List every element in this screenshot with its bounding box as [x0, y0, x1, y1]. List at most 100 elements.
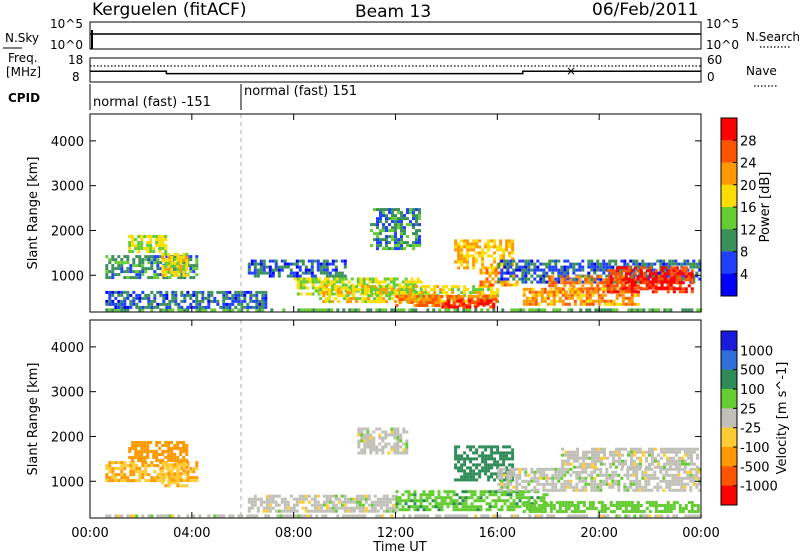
heatmap-cell [645, 286, 649, 290]
heatmap-cell [123, 261, 127, 265]
heatmap-cell [372, 442, 376, 446]
heatmap-cell [639, 462, 642, 466]
heatmap-cell [366, 430, 370, 434]
heatmap-cell [612, 453, 615, 457]
heatmap-cell [337, 288, 341, 292]
heatmap-cell [575, 473, 579, 477]
heatmap-cell [460, 457, 464, 461]
heatmap-cell [475, 448, 479, 452]
heatmap-cell [543, 501, 547, 504]
heatmap-cell [687, 308, 691, 312]
heatmap-cell [135, 305, 139, 309]
heatmap-cell [521, 490, 525, 494]
heatmap-cell [311, 283, 315, 287]
heatmap-cell [117, 290, 121, 294]
heatmap-cell [302, 280, 306, 284]
heatmap-cell [478, 454, 482, 458]
heatmap-cell [396, 448, 400, 452]
velocity-cells [105, 427, 703, 518]
heatmap-cell [623, 262, 627, 266]
heatmap-cell [402, 442, 406, 446]
heatmap-cell [126, 476, 130, 480]
heatmap-cell [318, 308, 322, 312]
heatmap-cell [259, 271, 263, 275]
heatmap-cell [633, 510, 637, 513]
heatmap-cell [334, 297, 338, 301]
heatmap-cell [557, 488, 561, 492]
heatmap-cell [390, 445, 394, 449]
heatmap-cell [558, 510, 562, 513]
heatmap-cell [584, 278, 588, 282]
heatmap-cell [581, 470, 585, 474]
heatmap-cell [385, 238, 388, 242]
heatmap-cell [593, 470, 597, 474]
heatmap-cell [192, 293, 196, 297]
heatmap-cell [138, 293, 142, 297]
heatmap-cell [381, 445, 385, 449]
heatmap-cell [195, 305, 199, 309]
heatmap-cell [494, 493, 498, 497]
heatmap-cell [240, 293, 244, 297]
heatmap-cell [497, 473, 501, 477]
heatmap-cell [446, 496, 450, 500]
heatmap-cell [326, 280, 330, 284]
heatmap-cell [466, 242, 470, 246]
heatmap-cell [540, 290, 544, 294]
heatmap-cell [558, 504, 562, 507]
heatmap-cell [150, 308, 154, 312]
heatmap-cell [496, 294, 500, 298]
heatmap-cell [478, 288, 482, 292]
heatmap-cell [536, 268, 540, 272]
heatmap-cell [165, 467, 169, 471]
heatmap-cell [407, 295, 411, 298]
heatmap-cell [475, 260, 479, 264]
heatmap-cell [195, 308, 199, 312]
heatmap-cell [493, 291, 497, 295]
heatmap-cell [630, 453, 633, 457]
heatmap-cell [533, 271, 537, 275]
heatmap-cell [605, 274, 609, 278]
heatmap-cell [490, 291, 494, 295]
heatmap-cell [412, 300, 416, 304]
time-axis-labels: 00:00 04:00 08:00 12:00 16:00 20:00 00:00 [71, 526, 719, 541]
heatmap-cell [497, 271, 501, 275]
heatmap-cell [587, 281, 591, 285]
heatmap-cell [395, 295, 399, 298]
heatmap-cell [499, 239, 503, 243]
heatmap-cell [561, 465, 564, 469]
heatmap-cell [141, 476, 145, 480]
heatmap-cell [540, 296, 544, 300]
heatmap-cell [690, 504, 694, 507]
heatmap-cell [629, 482, 633, 486]
heatmap-cell [530, 479, 534, 483]
heatmap-cell [509, 502, 513, 506]
heatmap-cell [441, 305, 445, 309]
heatmap-cell [161, 459, 165, 462]
heatmap-cell [484, 445, 488, 449]
heatmap-cell [579, 462, 582, 466]
heatmap-cell [636, 277, 640, 281]
heatmap-cell [564, 293, 568, 297]
heatmap-cell [454, 478, 458, 482]
heatmap-cell [176, 466, 180, 470]
heatmap-cell [576, 453, 579, 457]
heatmap-cell [146, 247, 150, 250]
heatmap-cell [698, 482, 702, 486]
heatmap-cell [525, 299, 529, 303]
heatmap-cell [305, 280, 309, 284]
heatmap-cell [337, 285, 341, 289]
heatmap-cell [425, 301, 429, 304]
heatmap-cell [552, 299, 556, 303]
heatmap-cell [632, 259, 636, 263]
heatmap-cell [581, 488, 585, 492]
heatmap-cell [161, 238, 165, 241]
heatmap-cell [527, 271, 531, 275]
heatmap-cell [309, 514, 313, 518]
heatmap-cell [525, 287, 529, 291]
heatmap-cell [499, 254, 503, 258]
heatmap-cell [356, 280, 360, 284]
heatmap-cell [388, 247, 391, 251]
heatmap-cell [695, 473, 699, 477]
heatmap-cell [597, 447, 600, 451]
heatmap-cell [111, 273, 115, 277]
